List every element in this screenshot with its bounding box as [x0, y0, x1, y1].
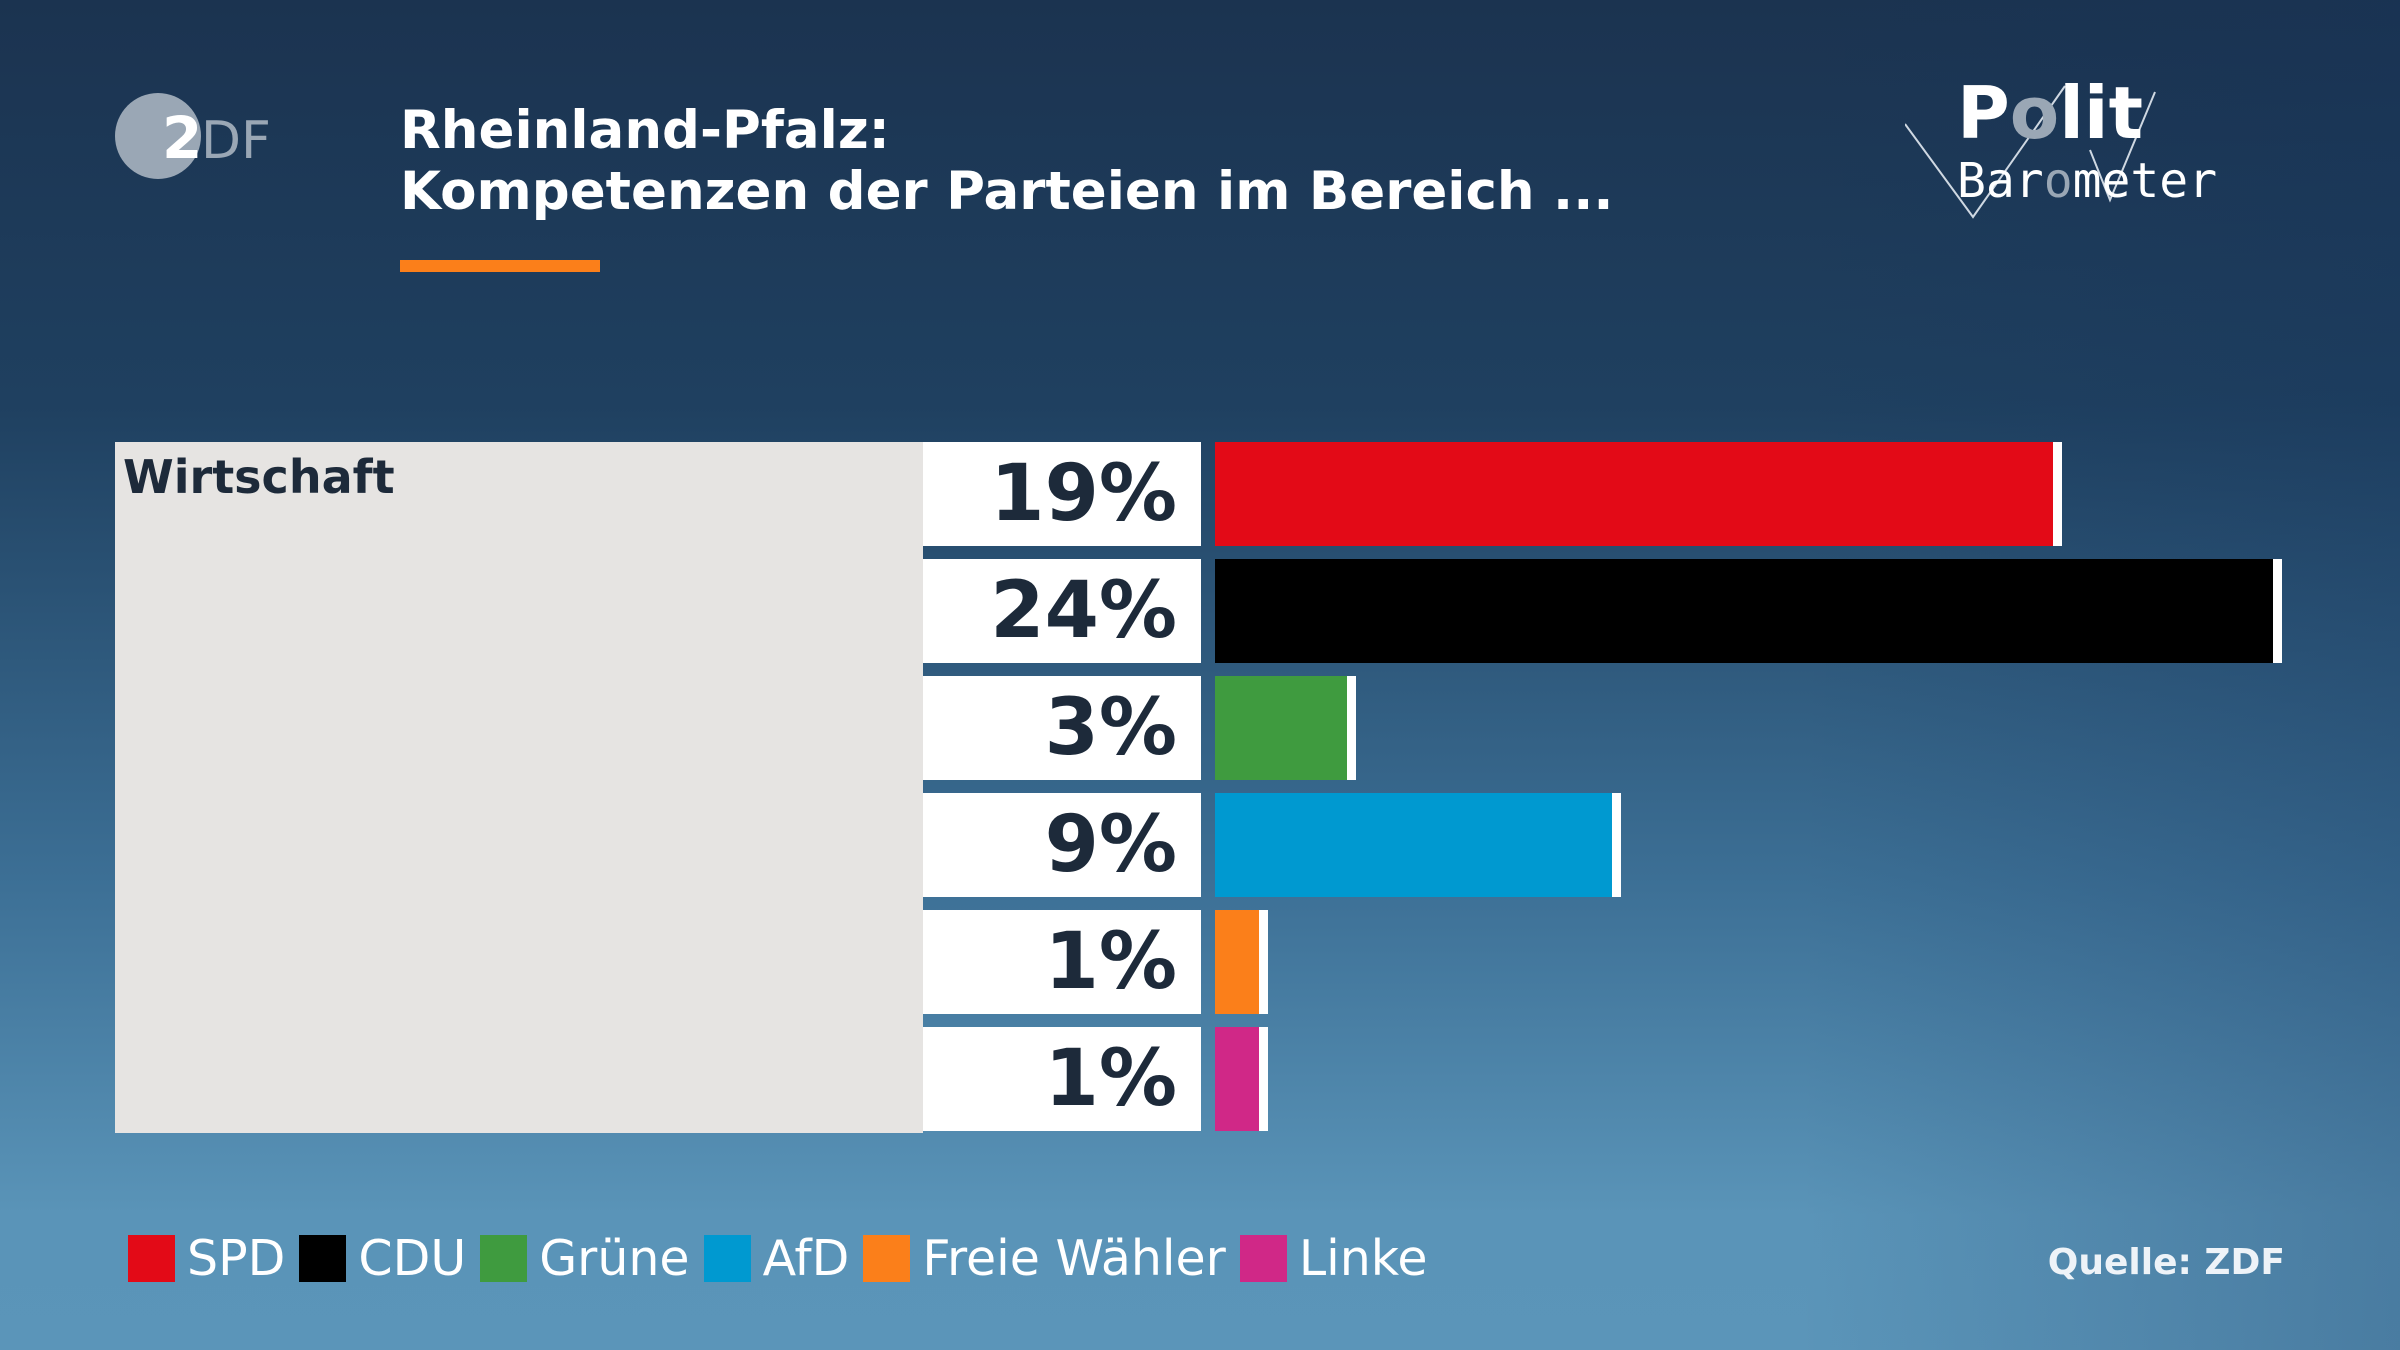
bar-linke: [1215, 1027, 1269, 1131]
value-label-grüne: 3%: [923, 676, 1201, 780]
legend-swatch: [703, 1235, 751, 1282]
legend-item: Grüne: [480, 1230, 690, 1287]
legend-swatch: [299, 1235, 347, 1282]
value-label-linke: 1%: [923, 1027, 1201, 1131]
legend-swatch: [863, 1235, 911, 1282]
bar-grüne: [1215, 676, 1357, 780]
title-line-1: Rheinland-Pfalz:: [400, 100, 890, 161]
legend-item: AfD: [703, 1230, 850, 1287]
legend-item: SPD: [128, 1230, 285, 1287]
legend-label: Grüne: [539, 1230, 690, 1287]
bar-cdu: [1215, 559, 2283, 663]
value-label-freie-wähler: 1%: [923, 910, 1201, 1014]
legend-label: SPD: [187, 1230, 286, 1287]
bar-afd: [1215, 793, 1621, 897]
svg-text:Barometer: Barometer: [1957, 153, 2217, 209]
source-label: Quelle: ZDF: [2047, 1242, 2285, 1283]
legend: SPD CDU Grüne AfD Freie Wähler Linke: [128, 1230, 1442, 1287]
legend-label: Freie Wähler: [922, 1230, 1226, 1287]
legend-label: Linke: [1298, 1230, 1428, 1287]
value-label-afd: 9%: [923, 793, 1201, 897]
value-label-cdu: 24%: [923, 559, 1201, 663]
zdf-logo: 2 DF: [115, 93, 271, 179]
title-accent-line: [400, 260, 600, 272]
legend-label: AfD: [762, 1230, 850, 1287]
chart-title: Rheinland-Pfalz: Kompetenzen der Parteie…: [400, 100, 1613, 222]
svg-text:2: 2: [162, 104, 202, 172]
legend-item: Freie Wähler: [863, 1230, 1226, 1287]
title-line-2: Kompetenzen der Parteien im Bereich ...: [400, 161, 1614, 222]
legend-item: CDU: [299, 1230, 466, 1287]
legend-item: Linke: [1239, 1230, 1428, 1287]
legend-swatch: [480, 1235, 528, 1282]
svg-text:DF: DF: [201, 111, 271, 171]
svg-text:Polit: Polit: [1957, 72, 2143, 155]
politbarometer-logo: Polit Barometer: [1905, 72, 2217, 219]
category-label: Wirtschaft: [123, 450, 395, 504]
category-panel: [115, 442, 923, 1133]
legend-swatch: [1239, 1235, 1287, 1282]
bar-spd: [1215, 442, 2062, 546]
value-label-spd: 19%: [923, 442, 1201, 546]
legend-label: CDU: [358, 1230, 467, 1287]
legend-swatch: [128, 1235, 175, 1282]
bar-freie-wähler: [1215, 910, 1269, 1014]
